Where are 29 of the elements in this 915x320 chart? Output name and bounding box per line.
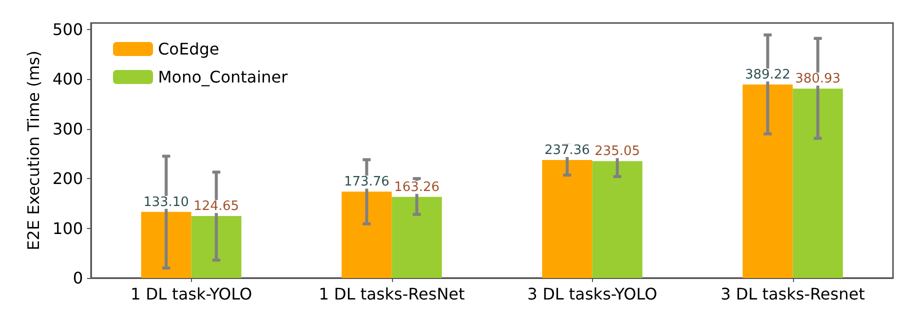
data-label: 380.93	[795, 72, 841, 87]
x-tick-label: 3 DL tasks-YOLO	[527, 284, 658, 304]
x-tick-label: 1 DL tasks-ResNet	[318, 284, 465, 304]
data-label: 237.36	[544, 143, 590, 158]
y-axis-title: E2E Execution Time (ms)	[24, 50, 44, 250]
bar	[542, 160, 592, 278]
data-label: 124.65	[194, 199, 240, 214]
bar	[191, 216, 242, 278]
data-label: 235.05	[594, 144, 640, 160]
bar	[141, 212, 192, 278]
y-tick-label: 400	[52, 70, 83, 89]
data-label: 173.76	[344, 174, 390, 190]
legend-label: Mono_Container	[158, 68, 288, 86]
data-label: 133.10	[143, 194, 189, 210]
x-tick-label: 1 DL task-YOLO	[130, 284, 252, 304]
legend-label: CoEdge	[158, 40, 220, 58]
y-tick-label: 100	[52, 218, 83, 238]
data-label: 163.26	[394, 180, 440, 195]
y-tick-label: 0	[72, 268, 83, 288]
bar	[742, 84, 793, 278]
y-tick-label: 300	[52, 119, 83, 138]
bar	[592, 161, 642, 278]
y-tick-label: 200	[52, 169, 83, 188]
bar	[792, 88, 843, 278]
bar	[342, 192, 392, 278]
x-tick-label: 3 DL tasks-Resnet	[720, 284, 865, 304]
bar	[392, 196, 442, 278]
y-tick-label: 500	[52, 20, 83, 39]
data-label: 389.22	[744, 68, 790, 83]
